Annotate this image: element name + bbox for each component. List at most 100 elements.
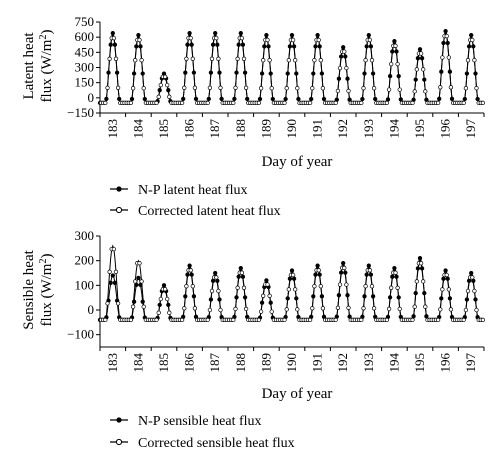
sensible-point-corrected <box>156 310 161 315</box>
latent-point-corrected <box>282 100 287 106</box>
latent-point-corrected <box>243 85 249 90</box>
sensible-point-corrected <box>130 304 136 309</box>
sensible-point-np <box>366 263 371 268</box>
sensible-point-corrected <box>367 268 373 273</box>
latent-point-corrected <box>359 100 364 106</box>
latent-point-corrected <box>167 94 172 99</box>
latent-point-corrected <box>371 86 377 91</box>
latent-point-corrected <box>423 89 428 94</box>
latent-xtick-label: 193 <box>361 119 376 139</box>
sensible-point-corrected <box>207 307 213 313</box>
sensible-point-corrected <box>165 296 170 302</box>
sensible-point-corrected <box>318 284 323 289</box>
latent-point-corrected <box>162 74 168 79</box>
latent-point-corrected <box>156 94 161 99</box>
sensible-point-corrected <box>320 306 326 311</box>
sensible-point-corrected <box>188 268 193 273</box>
latent-point-corrected <box>444 33 449 39</box>
sensible-point-corrected <box>243 306 249 312</box>
latent-point-corrected <box>335 88 341 94</box>
sensible-point-corrected <box>231 317 236 323</box>
latent-point-corrected <box>318 58 323 63</box>
latent-ylabel-line2: flux (W/m2) <box>38 30 56 103</box>
sensible-xtick-label: 188 <box>233 353 248 373</box>
sensible-point-corrected <box>312 284 317 289</box>
latent-point-corrected <box>190 56 195 61</box>
latent-point-corrected <box>344 65 349 71</box>
sensible-point-np <box>238 265 243 271</box>
latent-point-corrected <box>333 100 338 106</box>
latent-point-corrected <box>261 58 266 63</box>
latent-point-corrected <box>410 100 415 106</box>
latent-xtick-label: 183 <box>105 119 120 139</box>
latent-point-corrected <box>258 86 264 91</box>
latent-xtick-label: 197 <box>463 119 478 139</box>
sensible-point-corrected <box>346 305 351 310</box>
latent-ytick-label: 150 <box>75 75 95 90</box>
sensible-plot-area: −100 0 100 200 300 183 184 185 186 187 188 189 190 19… <box>67 228 486 373</box>
latent-point-corrected <box>188 35 193 41</box>
latent-chart: Latent heat flux (W/m2) −150015030045060… <box>21 14 486 170</box>
latent-point-corrected <box>369 58 375 63</box>
latent-point-corrected <box>207 85 213 90</box>
latent-xtick-label: 194 <box>386 119 401 139</box>
latent-point-corrected <box>421 67 426 72</box>
sensible-point-corrected <box>133 279 138 284</box>
latent-point-corrected <box>205 100 210 106</box>
latent-point-corrected <box>179 100 185 106</box>
sensible-xtick-label: 183 <box>105 353 120 373</box>
sensible-point-corrected <box>389 285 394 290</box>
sensible-point-np <box>110 273 115 278</box>
latent-point-corrected <box>107 56 112 61</box>
sensible-xtick-label: 196 <box>438 353 453 373</box>
sensible-point-corrected <box>423 304 428 309</box>
sensible-chart: Sensible heat flux (W/m2) −100 0 100 200 300… <box>21 228 486 402</box>
sensible-point-corrected <box>256 317 262 323</box>
latent-point-corrected <box>446 55 451 60</box>
legend-np-latent: N-P latent heat flux <box>110 183 248 198</box>
sensible-xtick-label: 194 <box>386 353 401 373</box>
sensible-point-corrected <box>209 288 215 294</box>
sensible-point-corrected <box>162 287 168 292</box>
latent-point-corrected <box>137 37 142 43</box>
sensible-xtick-label: 191 <box>310 353 325 373</box>
sensible-point-corrected <box>307 317 313 323</box>
latent-point-corrected <box>472 58 477 63</box>
sensible-point-corrected <box>167 310 172 315</box>
latent-point-corrected <box>269 86 274 91</box>
latent-point-corrected <box>290 37 296 43</box>
sensible-ytick-label: 300 <box>75 228 95 243</box>
latent-point-corrected <box>130 86 136 91</box>
latent-xtick-label: 190 <box>284 119 299 139</box>
sensible-point-corrected <box>371 306 377 311</box>
sensible-point-np <box>469 270 474 276</box>
sensible-point-np <box>315 263 320 268</box>
latent-point-corrected <box>465 58 471 63</box>
sensible-point-corrected <box>182 306 187 311</box>
sensible-point-corrected <box>286 287 291 292</box>
latent-ytick-label: 600 <box>75 29 95 44</box>
sensible-ylabel-line1: Sensible heat <box>21 249 37 329</box>
latent-point-corrected <box>184 56 189 61</box>
latent-point-corrected <box>474 86 479 91</box>
latent-point-corrected <box>346 88 351 94</box>
latent-point-corrected <box>480 100 486 106</box>
latent-xtick-label: 188 <box>233 119 248 139</box>
latent-ylabel-line1: Latent heat <box>21 32 37 100</box>
sensible-point-corrected <box>179 317 185 323</box>
latent-point-corrected <box>316 37 321 43</box>
latent-point-corrected <box>233 85 238 90</box>
sensible-xtick-label: 184 <box>130 353 145 373</box>
sensible-point-np <box>264 278 269 283</box>
latent-xtick-label: 185 <box>156 119 171 139</box>
latent-point-corrected <box>295 86 300 91</box>
sensible-point-corrected <box>205 317 210 323</box>
sensible-point-np <box>187 263 192 268</box>
sensible-point-corrected <box>448 307 454 312</box>
latent-point-corrected <box>435 100 441 106</box>
sensible-point-corrected <box>361 306 366 311</box>
sensible-point-corrected <box>293 287 298 292</box>
sensible-point-corrected <box>310 306 315 311</box>
sensible-point-corrected <box>113 269 119 274</box>
sensible-point-np <box>341 260 346 266</box>
